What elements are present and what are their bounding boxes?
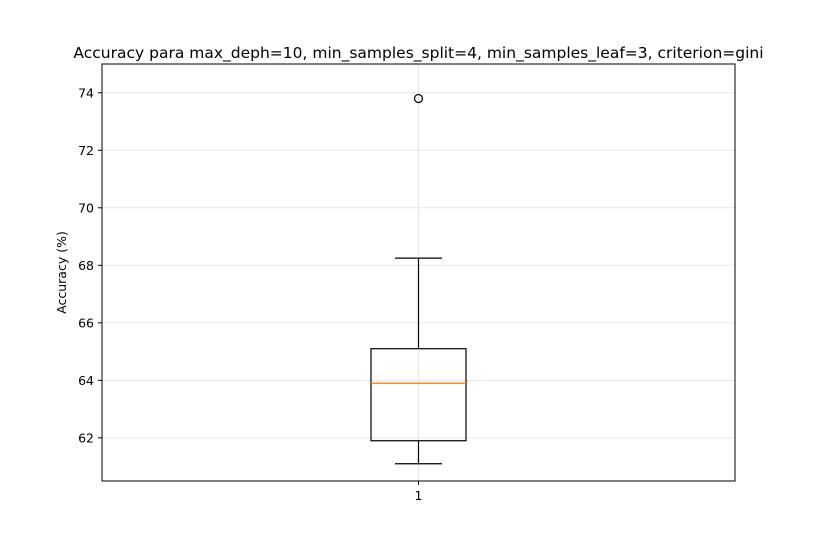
axes: 62 64 66 68 70 72 74 1 [78,85,422,503]
y-tick-label: 62 [78,430,94,445]
chart-title: Accuracy para max_deph=10, min_samples_s… [73,44,763,63]
y-tick-label: 72 [78,143,94,158]
y-axis-label: Accuracy (%) [54,231,69,314]
y-tick-label: 68 [78,258,94,273]
plot-frame [101,63,736,482]
y-tick-label: 74 [78,85,94,100]
box-layer [370,93,467,465]
y-tick-label: 64 [78,373,94,388]
y-tick-label: 66 [78,315,94,330]
x-tick-label: 1 [415,488,423,503]
outlier-point [413,93,424,104]
iqr-box [370,348,467,442]
y-tick-label: 70 [78,200,94,215]
